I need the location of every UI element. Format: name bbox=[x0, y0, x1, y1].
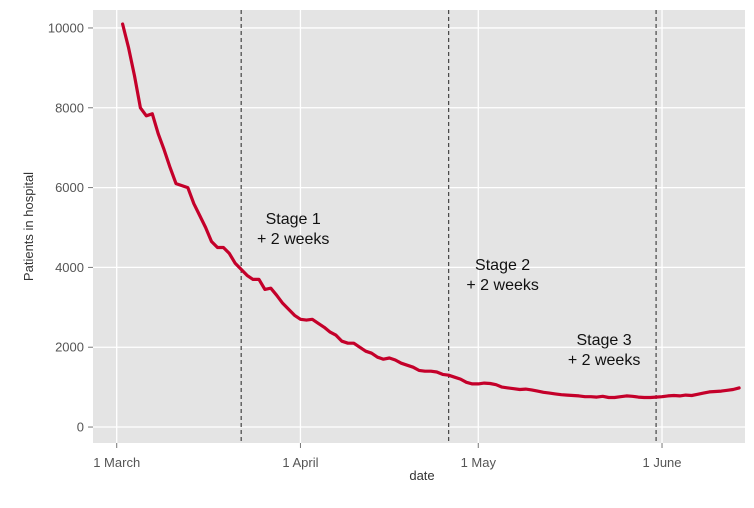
stage-annotation: + 2 weeks bbox=[257, 231, 329, 248]
y-tick-label: 4000 bbox=[55, 260, 84, 275]
x-tick-label: 1 March bbox=[93, 455, 140, 470]
y-tick-label: 2000 bbox=[55, 340, 84, 355]
plot-background bbox=[93, 10, 745, 443]
reference-lines bbox=[240, 10, 657, 443]
x-axis-title: date bbox=[409, 468, 434, 483]
stage-annotation: Stage 3 bbox=[577, 332, 632, 349]
x-tick-label: 1 June bbox=[642, 455, 681, 470]
y-axis-ticks: 0 2000 4000 6000 8000 10000 bbox=[48, 20, 93, 435]
series-line bbox=[121, 22, 741, 400]
stage-annotation: Stage 2 bbox=[475, 257, 530, 274]
x-axis-ticks: 1 March 1 April 1 May 1 June bbox=[93, 443, 682, 470]
annotations: Stage 1 + 2 weeks Stage 2 + 2 weeks Stage 3 +… bbox=[257, 211, 640, 369]
y-tick-label: 10000 bbox=[48, 20, 84, 35]
stage-annotation: + 2 weeks bbox=[466, 277, 538, 294]
y-tick-label: 0 bbox=[77, 420, 84, 435]
grid-lines bbox=[93, 10, 745, 443]
y-axis-title: Patients in hospital bbox=[21, 172, 36, 281]
x-tick-label: 1 April bbox=[282, 455, 318, 470]
x-tick-label: 1 May bbox=[461, 455, 497, 470]
stage-annotation: + 2 weeks bbox=[568, 352, 640, 369]
y-tick-label: 8000 bbox=[55, 100, 84, 115]
stage-annotation: Stage 1 bbox=[266, 211, 321, 228]
y-tick-label: 6000 bbox=[55, 180, 84, 195]
